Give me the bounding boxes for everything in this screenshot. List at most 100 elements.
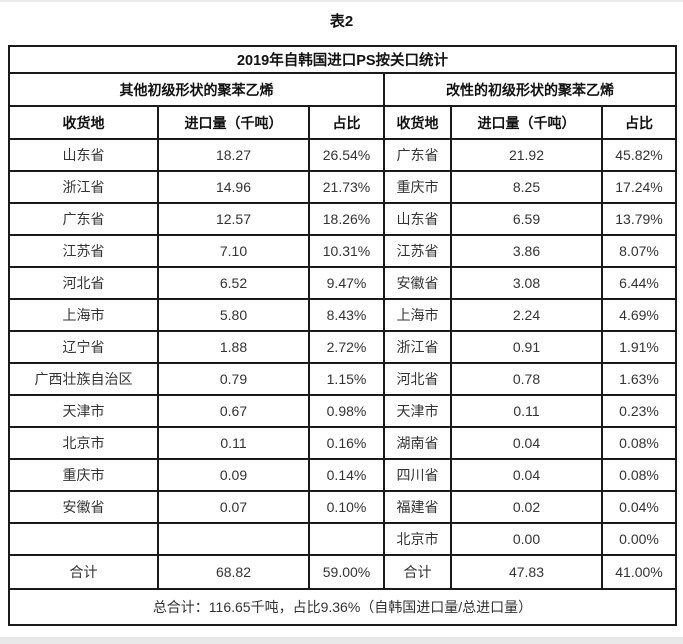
left-volume-cell: 7.10 [157,234,310,268]
right-region-cell: 河北省 [383,362,452,396]
right-share-cell: 45.82% [600,138,678,172]
table-row: 河北省 6.52 9.47% 安徽省 3.08 6.44% [8,266,678,300]
left-region-cell: 江苏省 [8,234,159,268]
right-share-cell: 4.69% [600,298,678,332]
left-region-cell: 广西壮族自治区 [8,362,159,396]
total-share-right: 41.00% [600,554,678,590]
total-volume-left: 68.82 [157,554,310,590]
right-region-cell: 北京市 [383,522,452,556]
right-share-cell: 1.91% [600,330,678,364]
left-share-cell: 0.10% [308,490,385,524]
right-share-cell: 13.79% [600,202,678,236]
left-region-cell: 重庆市 [8,458,159,492]
left-share-cell [308,522,385,556]
total-volume-right: 47.83 [450,554,603,590]
right-share-cell: 0.08% [600,426,678,460]
left-share-cell: 2.72% [308,330,385,364]
table-row: 北京市 0.00 0.00% [8,522,678,556]
left-region-cell: 广东省 [8,202,159,236]
col-header-volume-left: 进口量（千吨） [157,105,310,140]
left-volume-cell: 1.88 [157,330,310,364]
table-head: 2019年自韩国进口PS按关口统计 其他初级形状的聚苯乙烯 改性的初级形状的聚苯… [7,45,678,140]
table-caption: 表2 [329,13,354,30]
left-share-cell: 18.26% [308,202,385,236]
left-region-cell: 浙江省 [8,170,159,204]
right-region-cell: 福建省 [383,490,452,524]
table-row: 天津市 0.67 0.98% 天津市 0.11 0.23% [8,394,678,428]
section-header-other-ps: 其他初级形状的聚苯乙烯 [8,72,385,107]
page-edge-top [0,0,683,2]
grand-total-row: 总合计：116.65千吨，占比9.36%（自韩国进口量/总进口量） [7,588,678,626]
table-row: 北京市 0.11 0.16% 湖南省 0.04 0.08% [8,426,678,460]
grand-total-note: 总合计：116.65千吨，占比9.36%（自韩国进口量/总进口量） [7,588,678,626]
table-title-row: 2019年自韩国进口PS按关口统计 [7,45,678,74]
table-row: 辽宁省 1.88 2.72% 浙江省 0.91 1.91% [8,330,678,364]
left-region-cell: 上海市 [8,298,159,332]
right-volume-cell: 0.91 [450,330,603,364]
right-region-cell: 广东省 [383,138,452,172]
table-row: 山东省 18.27 26.54% 广东省 21.92 45.82% [8,138,678,172]
right-volume-cell: 3.08 [450,266,603,300]
left-volume-cell: 0.67 [157,394,310,428]
table-title: 2019年自韩国进口PS按关口统计 [7,45,678,74]
left-volume-cell: 14.96 [157,170,310,204]
left-volume-cell: 0.09 [157,458,310,492]
right-region-cell: 安徽省 [383,266,452,300]
left-region-cell: 山东省 [8,138,159,172]
table-row: 浙江省 14.96 21.73% 重庆市 8.25 17.24% [8,170,678,204]
right-region-cell: 上海市 [383,298,452,332]
left-volume-cell: 0.11 [157,426,310,460]
right-share-cell: 0.08% [600,458,678,492]
section-header-row: 其他初级形状的聚苯乙烯 改性的初级形状的聚苯乙烯 [8,72,678,107]
left-region-cell: 北京市 [8,426,159,460]
total-label-right: 合计 [383,554,452,590]
column-header-row: 收货地 进口量（千吨） 占比 收货地 进口量（千吨） 占比 [8,105,678,140]
table-row: 重庆市 0.09 0.14% 四川省 0.04 0.08% [8,458,678,492]
right-volume-cell: 0.00 [450,522,603,556]
page-edge-bottom [0,637,683,644]
left-volume-cell [157,522,310,556]
right-region-cell: 重庆市 [383,170,452,204]
table-row: 安徽省 0.07 0.10% 福建省 0.02 0.04% [8,490,678,524]
left-share-cell: 21.73% [308,170,385,204]
right-region-cell: 湖南省 [383,426,452,460]
left-share-cell: 8.43% [308,298,385,332]
right-region-cell: 浙江省 [383,330,452,364]
right-share-cell: 6.44% [600,266,678,300]
section-header-modified-ps: 改性的初级形状的聚苯乙烯 [382,72,678,107]
right-volume-cell: 0.02 [450,490,603,524]
left-region-cell: 天津市 [8,394,159,428]
table-row: 广东省 12.57 18.26% 山东省 6.59 13.79% [8,202,678,236]
left-share-cell: 1.15% [308,362,385,396]
left-volume-cell: 0.07 [157,490,310,524]
table-body: 山东省 18.27 26.54% 广东省 21.92 45.82% 浙江省 14… [8,138,678,556]
left-volume-cell: 6.52 [157,266,310,300]
table-row: 上海市 5.80 8.43% 上海市 2.24 4.69% [8,298,678,332]
right-share-cell: 1.63% [600,362,678,396]
right-volume-cell: 0.04 [450,458,603,492]
right-volume-cell: 21.92 [450,138,603,172]
right-region-cell: 天津市 [383,394,452,428]
right-share-cell: 8.07% [600,234,678,268]
col-header-region-right: 收货地 [383,105,452,140]
left-share-cell: 9.47% [308,266,385,300]
total-share-left: 59.00% [308,554,385,590]
right-volume-cell: 0.04 [450,426,603,460]
right-share-cell: 0.23% [600,394,678,428]
left-share-cell: 26.54% [308,138,385,172]
right-region-cell: 江苏省 [383,234,452,268]
total-row: 合计 68.82 59.00% 合计 47.83 41.00% [8,554,678,590]
table-row: 广西壮族自治区 0.79 1.15% 河北省 0.78 1.63% [8,362,678,396]
col-header-share-left: 占比 [308,105,385,140]
left-volume-cell: 18.27 [157,138,310,172]
left-region-cell [8,522,159,556]
right-region-cell: 山东省 [383,202,452,236]
right-volume-cell: 6.59 [450,202,603,236]
right-volume-cell: 0.11 [450,394,603,428]
col-header-share-right: 占比 [600,105,678,140]
left-region-cell: 安徽省 [8,490,159,524]
right-share-cell: 0.00% [600,522,678,556]
table-foot: 合计 68.82 59.00% 合计 47.83 41.00% 总合计：116.… [7,554,678,626]
left-share-cell: 0.16% [308,426,385,460]
left-volume-cell: 5.80 [157,298,310,332]
